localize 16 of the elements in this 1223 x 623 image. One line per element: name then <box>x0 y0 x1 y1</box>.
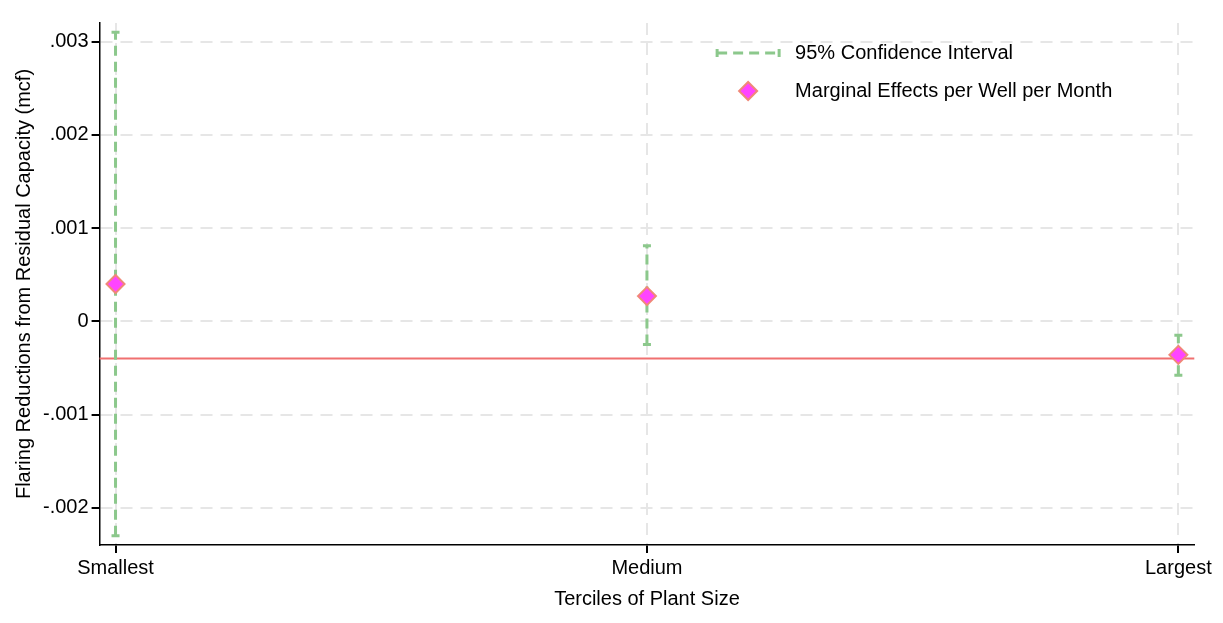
x-tick-label: Largest <box>1144 555 1213 578</box>
y-tick-label: .003 <box>49 29 89 52</box>
y-axis-title: Flaring Reductions from Residual Capacity (mcf) <box>11 68 34 500</box>
point <box>105 274 126 294</box>
x-tick-label: Medium <box>611 555 683 578</box>
point <box>1168 344 1189 365</box>
x-axis-title: Terciles of Plant Size <box>554 586 740 609</box>
annotation: 95% Confidence Interval <box>795 40 1014 63</box>
point <box>636 286 657 307</box>
y-tick-label: .001 <box>49 215 89 238</box>
x-tick-label: Smallest <box>77 555 155 578</box>
legend-label: Marginal Effects per Well per Month <box>795 78 1113 101</box>
y-tick-label: 0 <box>77 308 89 331</box>
y-tick-label: -.001 <box>42 402 89 425</box>
y-tick-label: .002 <box>49 122 89 145</box>
y-tick-label: -.002 <box>42 495 89 518</box>
